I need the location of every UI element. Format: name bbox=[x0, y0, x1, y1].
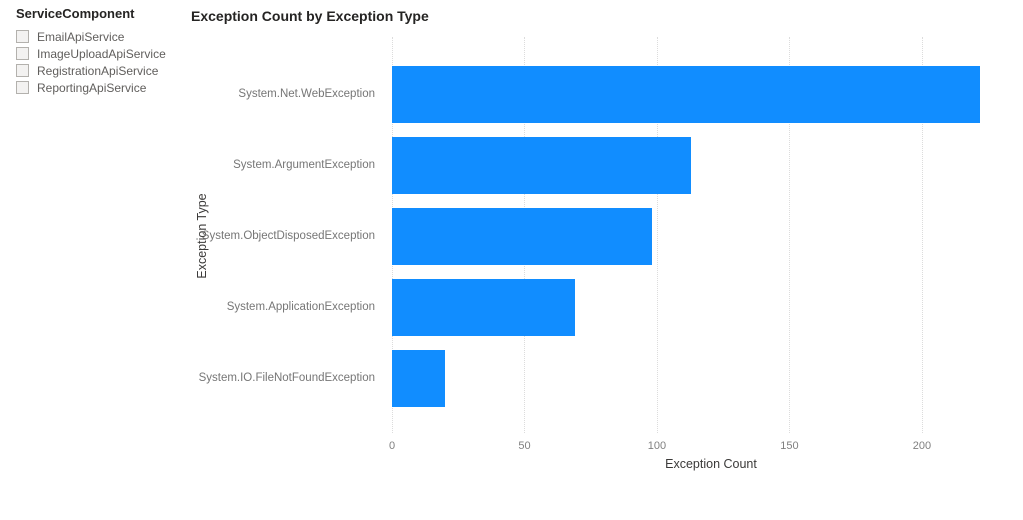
checkbox-icon[interactable] bbox=[16, 30, 29, 43]
y-category-label-System.ArgumentException: System.ArgumentException bbox=[233, 159, 375, 171]
bar-System.ApplicationException[interactable] bbox=[392, 278, 575, 336]
slicer-item-label: RegistrationApiService bbox=[37, 63, 159, 78]
x-tick-label-50: 50 bbox=[518, 440, 531, 452]
x-tick-label-150: 150 bbox=[780, 440, 799, 452]
x-tick-label-0: 0 bbox=[388, 440, 396, 452]
y-category-label-System.Net.WebException: System.Net.WebException bbox=[238, 88, 375, 100]
slicer-item-label: ReportingApiService bbox=[37, 80, 147, 95]
slicer-item-label: EmailApiService bbox=[37, 29, 125, 44]
slicer-item-ReportingApiService[interactable]: ReportingApiService bbox=[16, 79, 188, 96]
x-tick-label-100: 100 bbox=[647, 440, 667, 452]
bar-System.ObjectDisposedException[interactable] bbox=[392, 207, 652, 265]
bar-System.ArgumentException[interactable] bbox=[392, 136, 692, 194]
bar-System.Net.WebException[interactable] bbox=[392, 65, 981, 123]
x-axis-title: Exception Count bbox=[665, 457, 757, 471]
slicer-item-EmailApiService[interactable]: EmailApiService bbox=[16, 28, 188, 45]
slicer-item-RegistrationApiService[interactable]: RegistrationApiService bbox=[16, 62, 188, 79]
checkbox-icon[interactable] bbox=[16, 64, 29, 77]
x-tick-label-200: 200 bbox=[912, 440, 932, 452]
y-category-label-System.ObjectDisposedException: System.ObjectDisposedException bbox=[201, 230, 375, 242]
service-component-slicer: ServiceComponent EmailApiService ImageUpl… bbox=[16, 6, 188, 96]
y-category-label-System.ApplicationException: System.ApplicationException bbox=[226, 301, 375, 313]
bar-System.IO.FileNotFoundException[interactable] bbox=[392, 349, 445, 407]
plot-area: 0 50 100 150 200 System.Net.WebException Syste… bbox=[199, 37, 1012, 470]
y-category-label-System.IO.FileNotFoundException: System.IO.FileNotFoundException bbox=[198, 372, 375, 384]
slicer-item-list: EmailApiService ImageUploadApiService Regi… bbox=[16, 28, 188, 96]
chart-title: Exception Count by Exception Type bbox=[191, 8, 429, 24]
checkbox-icon[interactable] bbox=[16, 47, 29, 60]
checkbox-icon[interactable] bbox=[16, 81, 29, 94]
slicer-item-label: ImageUploadApiService bbox=[37, 46, 166, 61]
slicer-title: ServiceComponent bbox=[16, 6, 135, 21]
gridline-150 bbox=[789, 37, 791, 433]
gridline-200 bbox=[921, 37, 923, 433]
slicer-item-ImageUploadApiService[interactable]: ImageUploadApiService bbox=[16, 45, 188, 62]
gridline-100 bbox=[656, 37, 658, 433]
